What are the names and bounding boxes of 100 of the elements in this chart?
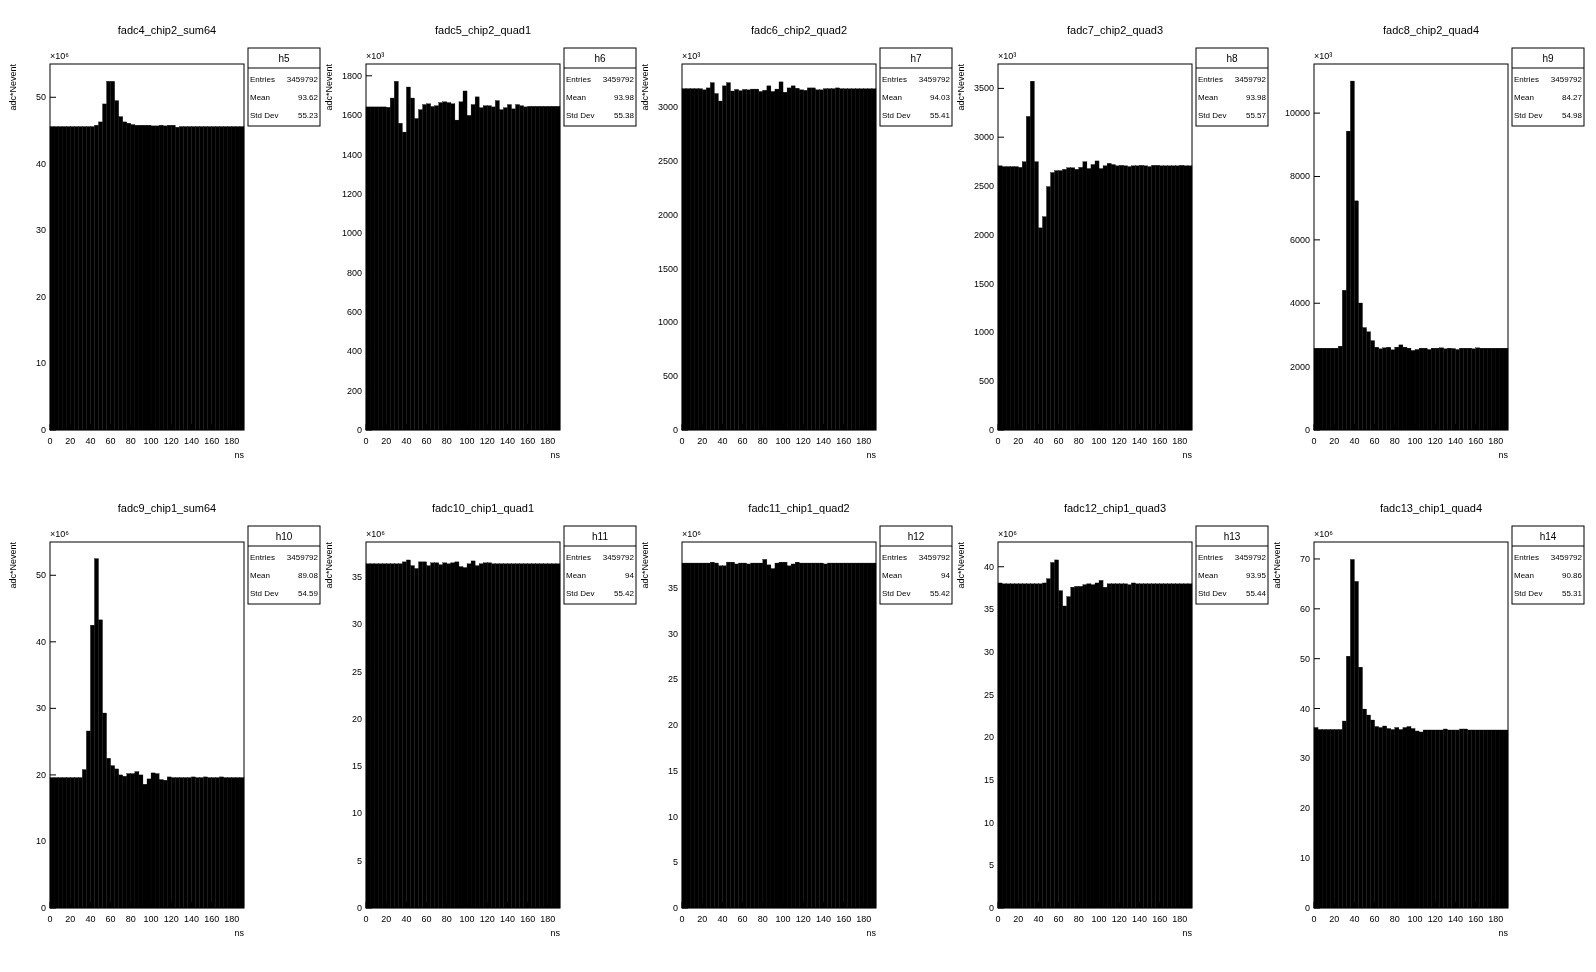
chart-title: fadc6_chip2_quad2	[750, 24, 848, 36]
x-tick-label: 80	[1389, 436, 1400, 446]
text: Entries	[1514, 75, 1539, 84]
x-tick-label: 160	[520, 436, 536, 446]
text: 89.08	[297, 571, 319, 580]
text: 3459792	[602, 75, 635, 84]
text: ×10³	[998, 51, 1017, 61]
text: Std Dev	[882, 111, 911, 120]
y-tick-label: 5	[988, 860, 994, 871]
text: ×10³	[682, 51, 701, 61]
chart-title: fadc4_chip2_sum64	[117, 24, 217, 36]
x-tick-label: 0	[1311, 914, 1317, 924]
y-tick-label: 25	[351, 666, 362, 677]
x-tick-label: 0	[679, 914, 685, 924]
text: Mean	[566, 93, 587, 102]
x-tick-label: 20	[65, 914, 76, 924]
x-tick-label: 160	[1468, 914, 1484, 924]
y-tick-label: 3500	[973, 83, 994, 94]
y-tick-label: 1200	[341, 188, 362, 199]
y-tick-label: 1000	[973, 327, 994, 338]
x-tick-label: 40	[401, 436, 412, 446]
x-tick-label: 100	[775, 436, 791, 446]
text: h7	[910, 53, 922, 64]
y-tick-label: 0	[1304, 425, 1310, 435]
text: 55.38	[613, 111, 635, 120]
x-tick-label: 40	[717, 914, 728, 924]
text: ×10³	[1314, 51, 1333, 61]
y-tick-label: 35	[983, 604, 994, 615]
x-tick-label: 20	[1329, 914, 1340, 924]
text: 93.62	[297, 93, 319, 102]
text: Std Dev	[566, 111, 595, 120]
y-axis-title: adc*Nevent	[956, 63, 966, 111]
y-tick-label: 20	[1299, 803, 1310, 814]
x-tick-label: 80	[441, 914, 452, 924]
x-tick-label: 80	[441, 436, 452, 446]
y-tick-label: 30	[351, 619, 362, 630]
y-tick-label: 0	[672, 425, 678, 435]
y-tick-label: 1000	[341, 228, 362, 239]
x-tick-label: 80	[757, 914, 768, 924]
x-tick-label: 120	[1111, 914, 1127, 924]
x-tick-label: 20	[1013, 436, 1024, 446]
y-tick-label: 30	[667, 628, 678, 639]
x-tick-label: 180	[856, 436, 872, 446]
text: h8	[1226, 53, 1238, 64]
x-tick-label: 40	[401, 914, 412, 924]
x-tick-label: 120	[1427, 436, 1443, 446]
x-tick-label: 40	[85, 914, 96, 924]
x-tick-label: 0	[1311, 436, 1317, 446]
x-tick-label: 180	[856, 914, 872, 924]
text: Mean	[882, 93, 903, 102]
y-tick-label: 35	[667, 582, 678, 593]
y-tick-label: 500	[978, 376, 994, 387]
text: Entries	[566, 553, 591, 562]
x-tick-label: 80	[1073, 436, 1084, 446]
text: h14	[1539, 531, 1557, 542]
y-tick-label: 20	[351, 713, 362, 724]
x-tick-label: 60	[421, 436, 432, 446]
x-tick-label: 80	[1389, 914, 1400, 924]
text: Std Dev	[250, 111, 279, 120]
chart-title: fadc13_chip1_quad4	[1379, 502, 1483, 514]
y-tick-label: 0	[40, 425, 46, 435]
x-tick-label: 140	[499, 914, 515, 924]
x-tick-label: 60	[737, 436, 748, 446]
chart-title: fadc12_chip1_quad3	[1063, 502, 1167, 514]
y-tick-label: 40	[35, 636, 46, 647]
x-tick-label: 180	[224, 436, 240, 446]
text: Mean	[1514, 93, 1535, 102]
y-tick-label: 20	[667, 720, 678, 730]
x-tick-label: 160	[1152, 914, 1168, 924]
text: 55.23	[297, 111, 319, 120]
y-tick-label: 4000	[1289, 298, 1310, 309]
text: 3459792	[918, 75, 951, 84]
text: Entries	[1198, 553, 1223, 562]
x-tick-label: 60	[105, 436, 116, 446]
x-tick-label: 60	[421, 914, 432, 924]
y-tick-label: 2000	[1289, 361, 1310, 372]
y-tick-label: 0	[356, 903, 362, 913]
text: 3459792	[602, 553, 635, 562]
x-tick-label: 100	[775, 914, 791, 924]
x-tick-label: 80	[1073, 914, 1084, 924]
text: 55.31	[1561, 589, 1583, 598]
text: 55.57	[1245, 111, 1267, 120]
y-tick-label: 15	[351, 761, 362, 772]
x-tick-label: 40	[1033, 436, 1044, 446]
text: 54.59	[297, 589, 319, 598]
y-tick-label: 10	[983, 817, 994, 828]
y-tick-label: 0	[672, 903, 678, 913]
x-tick-label: 60	[737, 914, 748, 924]
x-tick-label: 60	[1369, 914, 1380, 924]
chart-title: fadc7_chip2_quad3	[1066, 24, 1164, 36]
x-tick-label: 120	[1111, 436, 1127, 446]
x-tick-label: 40	[1349, 914, 1360, 924]
y-tick-label: 10000	[1284, 108, 1310, 119]
x-tick-label: 40	[1349, 436, 1360, 446]
x-tick-label: 140	[183, 914, 199, 924]
y-tick-label: 0	[988, 903, 994, 913]
x-tick-label: 180	[1488, 914, 1504, 924]
x-tick-label: 0	[47, 914, 53, 924]
text: 55.41	[929, 111, 951, 120]
text: h10	[275, 531, 293, 542]
